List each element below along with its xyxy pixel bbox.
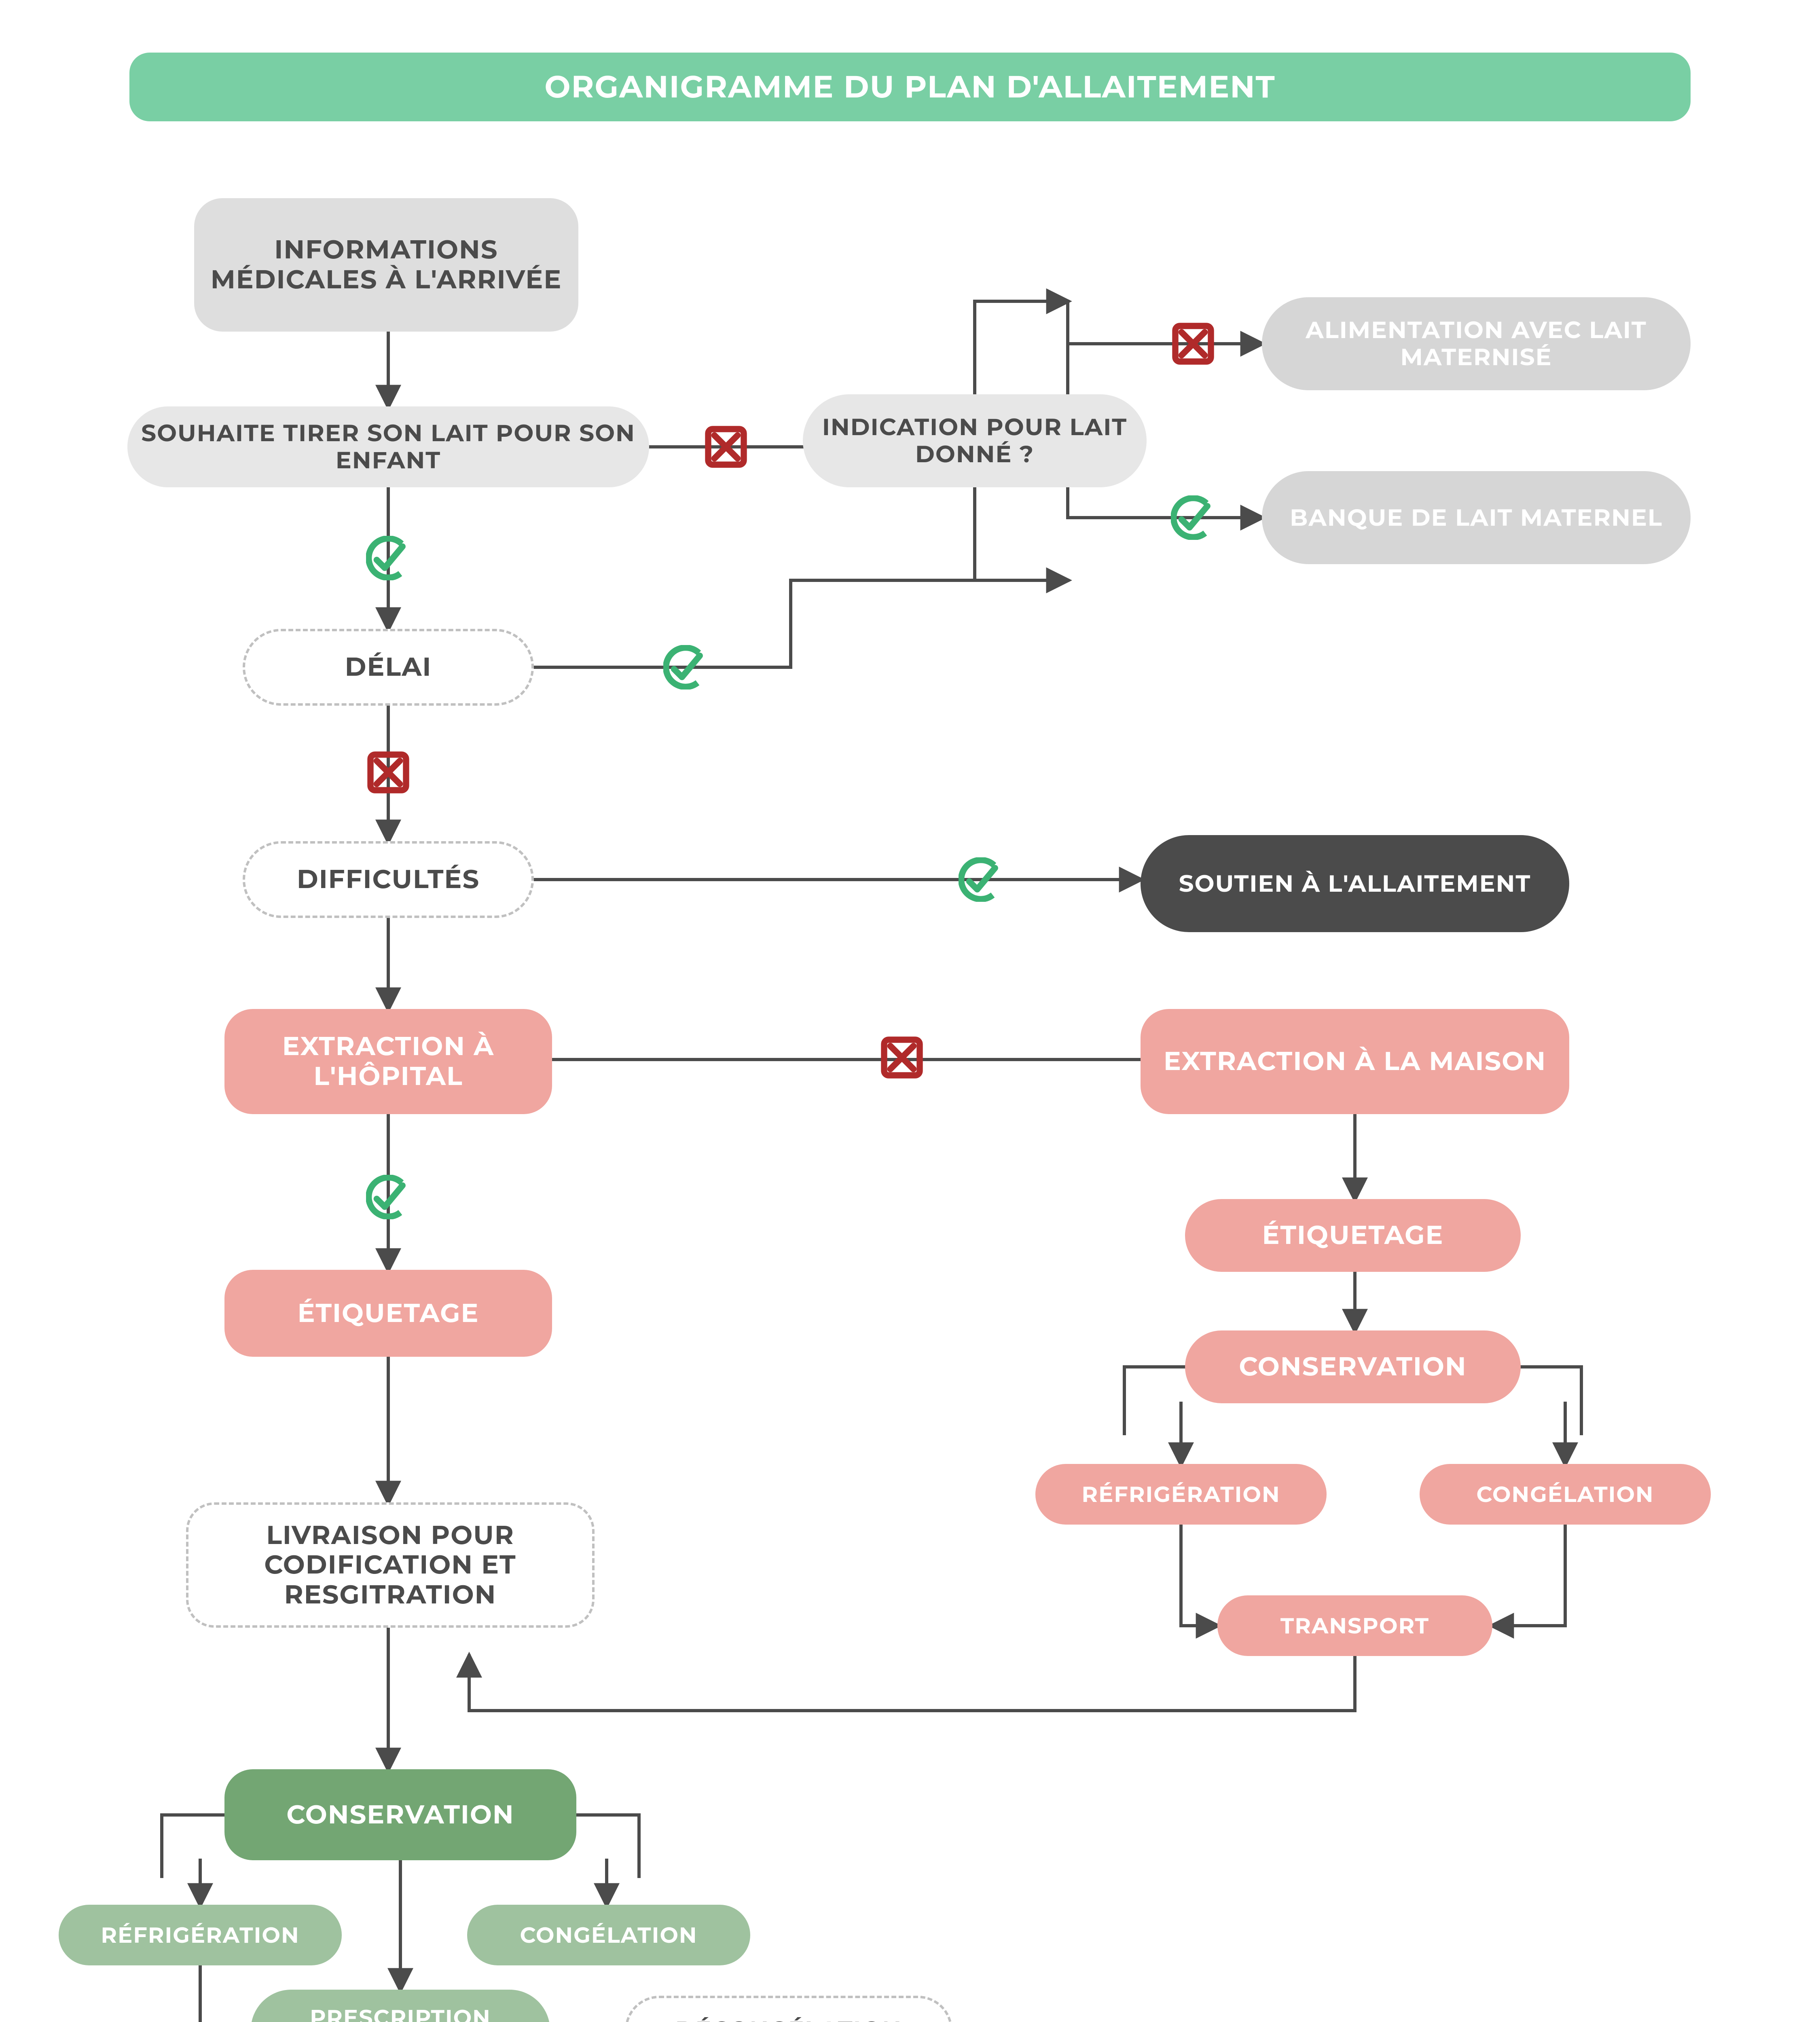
node-n_refr_home: RÉFRIGÉRATION — [1035, 1464, 1327, 1525]
node-n_ext_hosp: EXTRACTION À L'HÔPITAL — [224, 1009, 552, 1114]
check-icon — [959, 857, 1003, 902]
node-n_cons_hosp: CONSERVATION — [224, 1769, 576, 1860]
cross-icon — [1171, 321, 1215, 366]
check-icon — [1171, 495, 1215, 540]
node-label: BANQUE DE LAIT MATERNEL — [1290, 504, 1663, 531]
node-label: INDICATION POUR LAIT DONNÉ ? — [815, 414, 1134, 467]
title-text: ORGANIGRAMME DU PLAN D'ALLAITEMENT — [544, 69, 1275, 104]
node-n_decong: DÉCONGÉLATION — [625, 1996, 952, 2022]
node-n_cong_hosp: CONGÉLATION — [467, 1905, 750, 1965]
title-banner: ORGANIGRAMME DU PLAN D'ALLAITEMENT — [129, 53, 1691, 121]
node-label: LIVRAISON POUR CODIFICATION ET RESGITRAT… — [201, 1521, 580, 1610]
node-label: ÉTIQUETAGE — [298, 1299, 479, 1328]
node-n_delai: DÉLAI — [243, 629, 534, 706]
check-icon — [366, 536, 411, 580]
cross-icon — [880, 1035, 924, 1080]
node-n_livraison: LIVRAISON POUR CODIFICATION ET RESGITRAT… — [186, 1502, 595, 1628]
node-label: ÉTIQUETAGE — [1262, 1220, 1444, 1250]
node-n_soutien: SOUTIEN À L'ALLAITEMENT — [1141, 835, 1569, 932]
node-n_ext_home: EXTRACTION À LA MAISON — [1141, 1009, 1569, 1114]
node-n_info: INFORMATIONS MÉDICALES À L'ARRIVÉE — [194, 198, 578, 332]
node-label: DIFFICULTÉS — [297, 865, 480, 895]
node-label: PRESCRIPTION MÉDICALE — [263, 2005, 538, 2022]
node-n_refr_hosp: RÉFRIGÉRATION — [59, 1905, 342, 1965]
node-n_cons_home: CONSERVATION — [1185, 1330, 1521, 1403]
node-n_presc: PRESCRIPTION MÉDICALE — [251, 1990, 550, 2022]
node-n_transport: TRANSPORT — [1217, 1595, 1492, 1656]
node-n_etiq2: ÉTIQUETAGE — [1185, 1199, 1521, 1272]
node-label: SOUTIEN À L'ALLAITEMENT — [1179, 870, 1531, 897]
node-label: SOUHAITE TIRER SON LAIT POUR SON ENFANT — [140, 420, 637, 474]
node-n_bank: BANQUE DE LAIT MATERNEL — [1262, 471, 1691, 564]
check-icon — [663, 645, 708, 690]
flowchart-canvas: ORGANIGRAMME DU PLAN D'ALLAITEMENT INFOR… — [0, 0, 1820, 2022]
node-label: INFORMATIONS MÉDICALES À L'ARRIVÉE — [206, 235, 566, 294]
node-n_cong_home: CONGÉLATION — [1420, 1464, 1711, 1525]
node-label: EXTRACTION À L'HÔPITAL — [237, 1032, 540, 1091]
node-label: DÉLAI — [345, 652, 432, 682]
node-label: CONSERVATION — [286, 1800, 514, 1830]
node-label: ALIMENTATION AVEC LAIT MATERNISÉ — [1274, 317, 1678, 370]
cross-icon — [704, 425, 748, 469]
check-icon — [366, 1175, 411, 1219]
node-label: CONGÉLATION — [520, 1923, 697, 1948]
node-n_diff: DIFFICULTÉS — [243, 841, 534, 918]
node-label: DÉCONGÉLATION — [675, 2017, 902, 2022]
node-label: RÉFRIGÉRATION — [1081, 1482, 1280, 1507]
node-label: CONSERVATION — [1239, 1352, 1467, 1382]
cross-icon — [366, 750, 411, 795]
node-label: EXTRACTION À LA MAISON — [1164, 1047, 1546, 1077]
node-n_souhaite: SOUHAITE TIRER SON LAIT POUR SON ENFANT — [127, 406, 649, 487]
node-n_etiq1: ÉTIQUETAGE — [224, 1270, 552, 1357]
node-n_indic: INDICATION POUR LAIT DONNÉ ? — [803, 394, 1147, 487]
node-label: TRANSPORT — [1280, 1613, 1429, 1638]
node-label: CONGÉLATION — [1476, 1482, 1654, 1507]
node-label: RÉFRIGÉRATION — [101, 1923, 299, 1948]
node-n_formula: ALIMENTATION AVEC LAIT MATERNISÉ — [1262, 297, 1691, 390]
